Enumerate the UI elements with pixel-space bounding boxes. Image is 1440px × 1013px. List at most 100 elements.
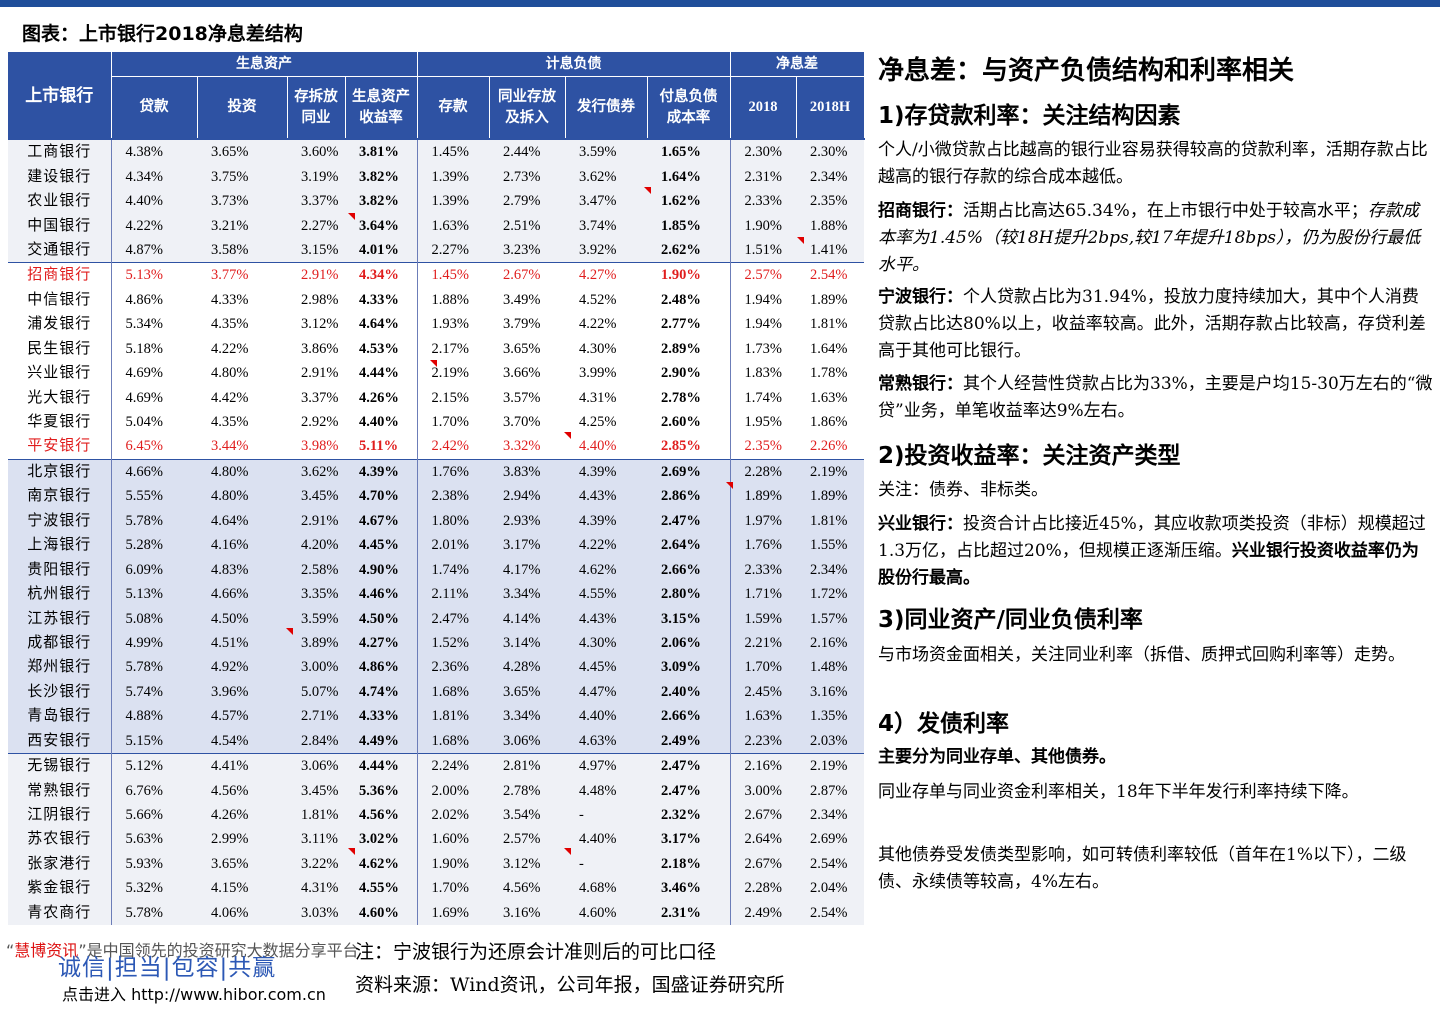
value-cell: 3.14% — [489, 630, 565, 656]
data-source: 资料来源：Wind资讯，公司年报，国盛证券研究所 — [355, 974, 785, 996]
value-cell: 3.62% — [287, 458, 345, 485]
table-row: 农业银行 4.40% 3.73% 3.37% 3.82% 1.39% 2.79% 3.47% 1… — [8, 188, 864, 214]
value-cell: 2.47% — [647, 508, 731, 533]
value-cell: 3.79% — [489, 312, 565, 337]
value-cell: 3.37% — [287, 188, 345, 214]
value-cell: 2.34% — [796, 164, 864, 189]
value-cell: 6.45% — [111, 434, 197, 460]
table-row: 南京银行 5.55% 4.80% 3.45% 4.70% 2.38% 2.94% 4.43% 2… — [8, 484, 864, 509]
bank-name-cell: 平安银行 — [8, 434, 112, 460]
value-cell: 3.22% — [287, 851, 345, 877]
value-cell: 4.16% — [197, 533, 287, 558]
value-cell: 3.60% — [287, 137, 345, 165]
value-cell: 4.40% — [345, 409, 418, 435]
value-cell: 4.28% — [489, 655, 565, 680]
value-cell: 3.35% — [287, 581, 345, 607]
comment-marker — [348, 213, 355, 220]
value-cell: 5.55% — [111, 484, 197, 509]
value-cell: 3.73% — [197, 188, 287, 214]
section-title: 净息差：与资产负债结构和利率相关 — [878, 56, 1295, 86]
value-cell: 4.55% — [345, 876, 418, 901]
table-row: 长沙银行 5.74% 3.96% 5.07% 4.74% 1.68% 3.65% 4.47% 2… — [8, 679, 864, 705]
comment-marker — [348, 848, 355, 855]
value-cell: 2.49% — [730, 900, 796, 925]
value-cell: 1.81% — [796, 508, 864, 533]
value-cell: 2.54% — [796, 851, 864, 877]
value-cell: 2.21% — [730, 630, 796, 656]
bank-name-cell: 南京银行 — [8, 484, 112, 509]
value-cell: 5.13% — [111, 262, 197, 288]
value-cell: 4.31% — [565, 385, 647, 410]
watermark-link[interactable]: 点击进入 http://www.hibor.com.cn — [62, 985, 326, 1004]
value-cell: 2.91% — [287, 262, 345, 288]
value-cell: 3.86% — [287, 336, 345, 361]
value-cell: 1.62% — [647, 188, 731, 214]
value-cell: 4.56% — [489, 876, 565, 901]
value-cell: 3.00% — [287, 655, 345, 680]
value-cell: 2.34% — [796, 557, 864, 582]
value-cell: 4.49% — [345, 728, 418, 754]
comment-marker — [797, 237, 804, 244]
value-cell: 5.28% — [111, 533, 197, 558]
value-cell: 4.47% — [565, 679, 647, 705]
value-cell: 1.68% — [417, 679, 489, 705]
bank-name-cell: 上海银行 — [8, 533, 112, 558]
table-row: 无锡银行 5.12% 4.41% 3.06% 4.44% 2.24% 2.81% 4.97% 2… — [8, 752, 864, 779]
value-cell: 3.06% — [489, 728, 565, 754]
value-cell: 2.79% — [489, 188, 565, 214]
value-cell: 2.17% — [417, 336, 489, 361]
value-cell: 1.78% — [796, 360, 864, 386]
value-cell: 4.70% — [345, 484, 418, 509]
watermark-slogan: 诚信|担当|包容|共赢 — [58, 955, 277, 981]
table-row: 青岛银行 4.88% 4.57% 2.71% 4.33% 1.81% 3.34% 4.40% 2… — [8, 704, 864, 729]
table-row: 北京银行 4.66% 4.80% 3.62% 4.39% 1.76% 3.83% 4.39% 2… — [8, 458, 864, 485]
para-focus: 关注：债券、非标类。 — [878, 480, 1048, 500]
value-cell: 1.63% — [796, 385, 864, 410]
para-changshu: 常熟银行：其个人经营性贷款占比为33%，主要是户均15-30万左右的“微贷”业务… — [878, 374, 1433, 421]
bank-name-cell: 杭州银行 — [8, 581, 112, 607]
table-row: 交通银行 4.87% 3.58% 3.15% 4.01% 2.27% 3.23% 3.92% 2… — [8, 237, 864, 263]
value-cell: 1.39% — [417, 188, 489, 214]
value-cell: 2.38% — [417, 484, 489, 509]
value-cell: 4.43% — [565, 484, 647, 509]
value-cell: 3.57% — [489, 385, 565, 410]
value-cell: 2.69% — [647, 458, 731, 485]
value-cell: 4.34% — [111, 164, 197, 189]
value-cell: 1.63% — [730, 704, 796, 729]
value-cell: 2.81% — [489, 752, 565, 779]
value-cell: 4.90% — [345, 557, 418, 582]
value-cell: 3.19% — [287, 164, 345, 189]
value-cell: 4.45% — [345, 533, 418, 558]
value-cell: 3.12% — [287, 312, 345, 337]
value-cell: 4.20% — [287, 533, 345, 558]
value-cell: 4.62% — [345, 851, 418, 877]
value-cell: 4.62% — [565, 557, 647, 582]
table-row: 江阴银行 5.66% 4.26% 1.81% 4.56% 2.02% 3.54% -2.32%… — [8, 802, 864, 828]
value-cell: 4.97% — [565, 752, 647, 779]
value-cell: 2.19% — [796, 458, 864, 485]
bank-name-cell: 中信银行 — [8, 287, 112, 313]
value-cell: 3.65% — [197, 137, 287, 165]
value-cell: 3.70% — [489, 409, 565, 435]
value-cell: 3.17% — [647, 827, 731, 852]
value-cell: 4.80% — [197, 458, 287, 485]
value-cell: 4.66% — [197, 581, 287, 607]
header-asset-yield: 生息资产 收益率 — [345, 76, 418, 139]
value-cell: 2.45% — [730, 679, 796, 705]
value-cell: 2.80% — [647, 581, 731, 607]
value-cell: 1.90% — [730, 213, 796, 238]
bank-name-cell: 紫金银行 — [8, 876, 112, 901]
value-cell: 5.78% — [111, 900, 197, 925]
value-cell: 1.81% — [417, 704, 489, 729]
value-cell: 2.31% — [647, 900, 731, 925]
para-other-bonds: 其他债券受发债类型影响，如可转债利率较低（首年在1%以下），二级债、永续债等较高… — [878, 845, 1407, 892]
value-cell: 4.41% — [197, 752, 287, 779]
value-cell: 3.34% — [489, 704, 565, 729]
value-cell: 1.86% — [796, 409, 864, 435]
value-cell: 2.67% — [730, 851, 796, 877]
table-row: 苏农银行 5.63% 2.99% 3.11% 3.02% 1.60% 2.57% 4.40% 3… — [8, 827, 864, 852]
value-cell: 5.11% — [345, 434, 418, 460]
table-row: 宁波银行 5.78% 4.64% 2.91% 4.67% 1.80% 2.93% 4.39% 2… — [8, 508, 864, 533]
value-cell: 4.56% — [197, 778, 287, 803]
value-cell: 3.21% — [197, 213, 287, 238]
